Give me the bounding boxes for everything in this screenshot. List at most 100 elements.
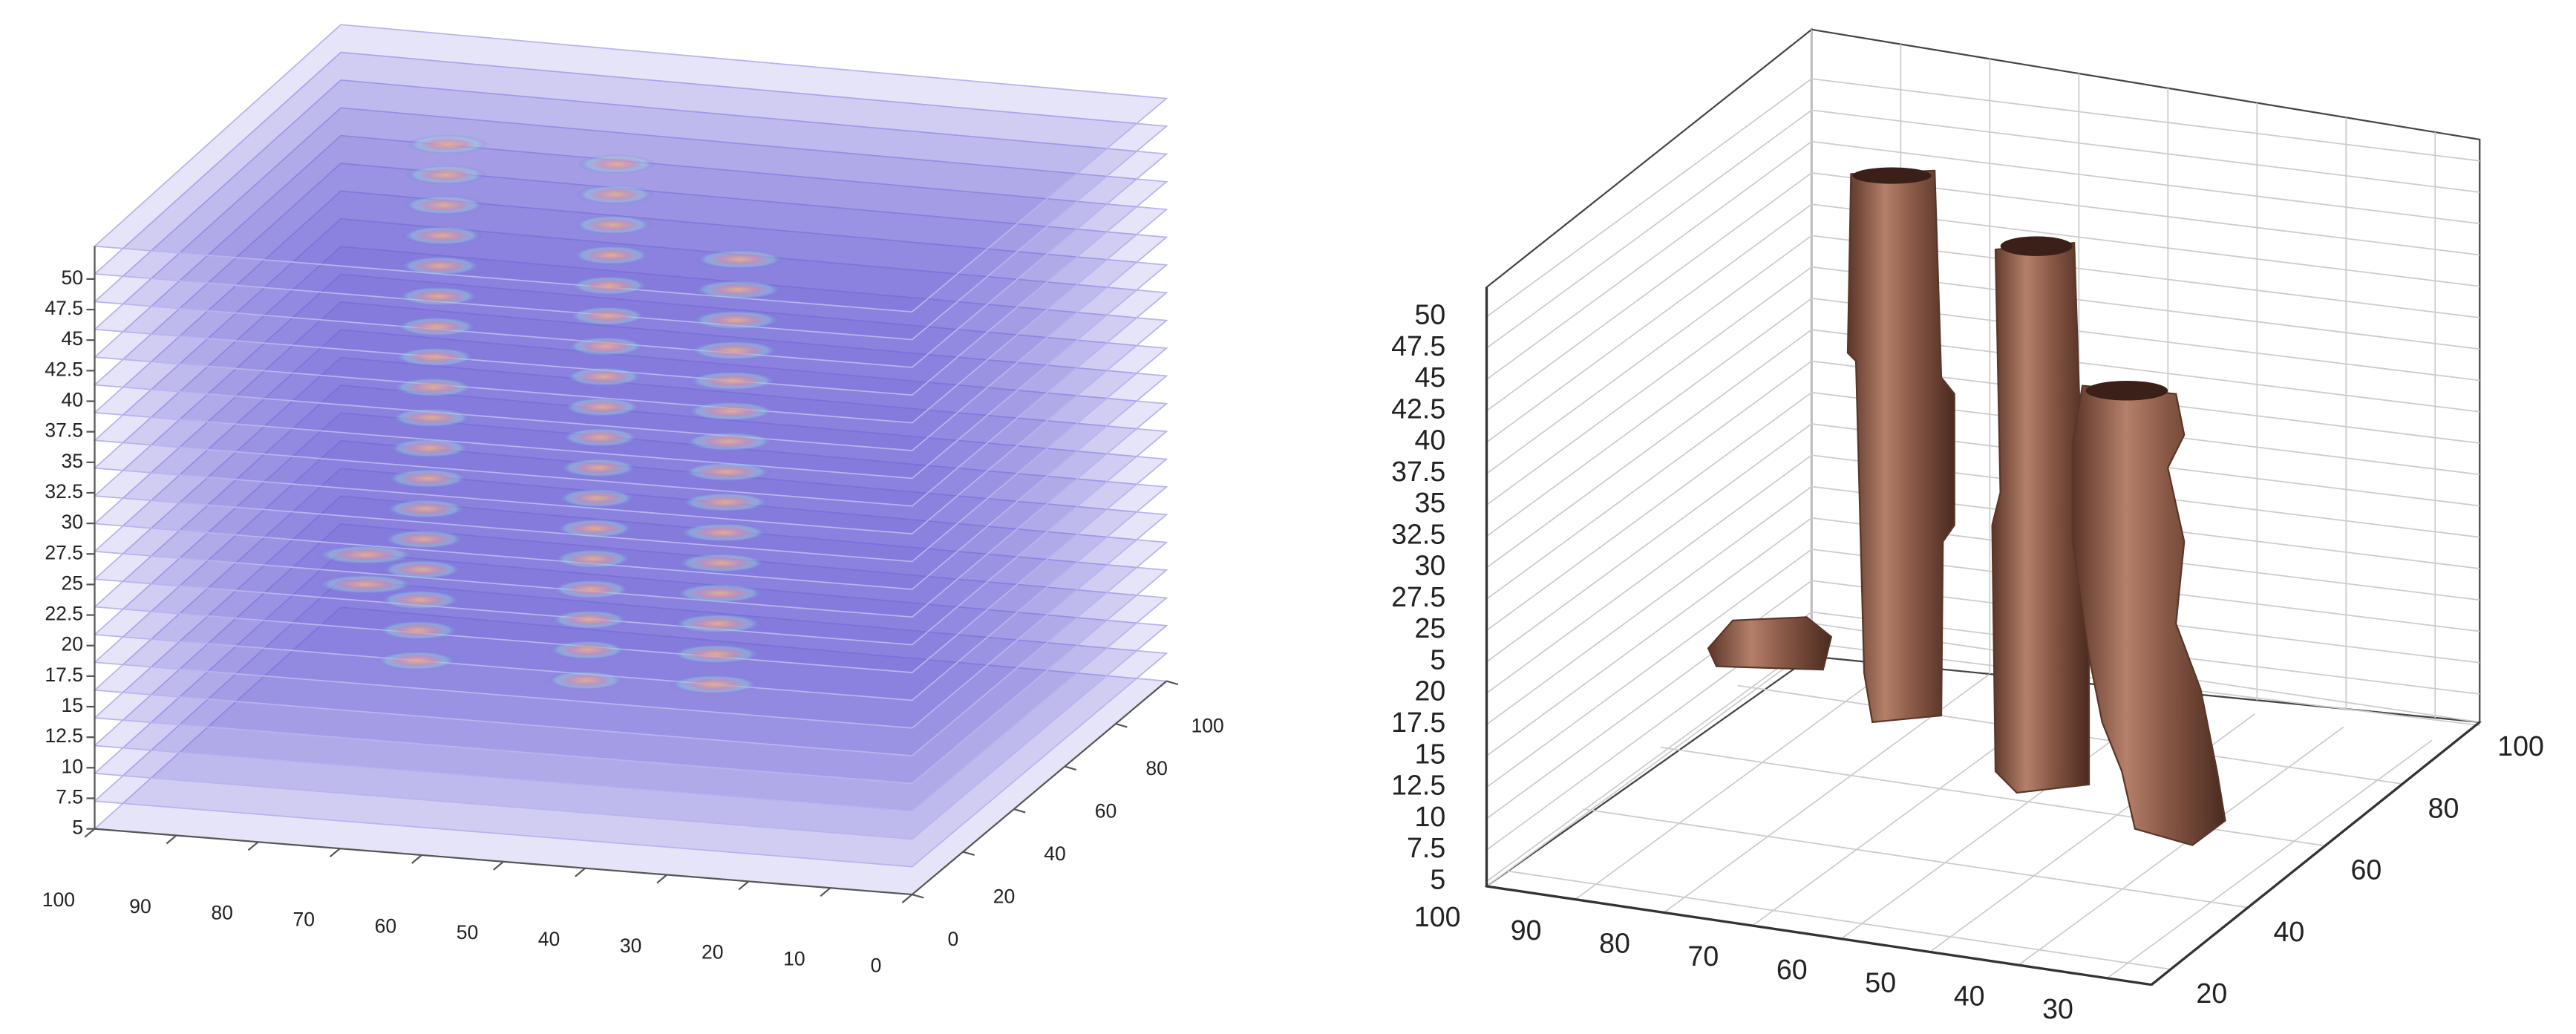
x-tick-label: 80 [1599, 928, 1630, 959]
intensity-spot [669, 674, 759, 695]
intensity-spot [562, 397, 642, 417]
grid-line [1811, 140, 2480, 225]
z-tick-label: 37.5 [45, 419, 83, 442]
z-tick-label: 25 [1414, 612, 1445, 644]
x-tick-label: 30 [620, 935, 642, 957]
intensity-spot [401, 226, 483, 246]
intensity-spot [391, 377, 474, 398]
grid-line [1486, 109, 1812, 349]
grid-line [1486, 235, 1812, 474]
intensity-spot [406, 134, 489, 154]
intensity-spot [549, 609, 629, 629]
intensity-spot [674, 583, 765, 603]
z-tick-label: 15 [62, 694, 84, 716]
x-tick [329, 848, 341, 858]
x-tick-label: 100 [1414, 901, 1461, 932]
intensity-spot [316, 545, 415, 565]
z-tick-label: 47.5 [1391, 330, 1445, 361]
x-tick-label: 50 [457, 921, 479, 943]
z-tick-label: 45 [1414, 361, 1445, 393]
x-tick-label: 100 [42, 889, 75, 911]
intensity-spot [683, 431, 774, 452]
x-tick-label: 70 [292, 908, 315, 930]
y-tick-label: 100 [2497, 730, 2544, 762]
grid-line [1486, 517, 1812, 757]
isosurface-blob [1991, 242, 2090, 794]
grid-line [1486, 360, 1812, 600]
z-tick-label: 10 [1414, 801, 1445, 832]
z-tick-label: 50 [62, 266, 84, 289]
y-tick [1115, 723, 1128, 728]
intensity-spot [685, 401, 777, 422]
intensity-spot [680, 492, 771, 512]
grid-line [1486, 329, 1812, 569]
z-tick-label: 45 [62, 327, 84, 350]
y-tick-label: 100 [1191, 715, 1224, 737]
y-tick [1166, 680, 1179, 686]
y-tick-label: 20 [2196, 978, 2227, 1009]
intensity-spot [390, 408, 473, 428]
intensity-spot [385, 499, 467, 519]
intensity-spot [393, 347, 477, 367]
isosurface-blob [1707, 616, 1833, 671]
intensity-spot [375, 650, 458, 671]
intensity-spot [689, 340, 779, 361]
x-tick-label: 60 [375, 914, 396, 937]
intensity-spot [546, 670, 625, 690]
x-tick-label: 70 [1688, 940, 1719, 972]
z-tick-label: 20 [1414, 675, 1445, 707]
grid-line [1486, 454, 1812, 694]
intensity-spot [377, 620, 460, 641]
x-tick [820, 887, 831, 897]
z-tick-label: 22.5 [45, 603, 83, 625]
intensity-spot [386, 468, 469, 488]
x-tick [166, 834, 177, 845]
intensity-spot [676, 553, 767, 573]
intensity-spot [379, 589, 462, 610]
grid-line [1486, 266, 1812, 505]
intensity-spot [564, 367, 644, 387]
y-tick-label: 80 [1145, 757, 1168, 779]
y-tick [912, 893, 924, 899]
z-tick-label: 5 [72, 817, 83, 839]
intensity-spot [397, 286, 480, 307]
x-tick [411, 854, 422, 864]
blob-top [1852, 167, 1932, 184]
grid-line [1486, 78, 1812, 318]
grid-line [1486, 485, 1812, 725]
z-tick-label: 30 [1414, 550, 1445, 581]
blob-top [2000, 236, 2073, 256]
grid-line [1486, 298, 1812, 537]
z-tick-label: 7.5 [56, 785, 83, 808]
blob-top [2085, 380, 2168, 401]
x-tick [84, 828, 96, 838]
intensity-spot [559, 457, 638, 478]
z-tick-label: 27.5 [45, 541, 83, 563]
intensity-spot [399, 255, 482, 276]
z-tick-label: 12.5 [1391, 770, 1445, 801]
z-tick-label: 50 [1414, 299, 1445, 330]
grid-line [1583, 808, 2249, 909]
y-tick [1013, 808, 1026, 814]
intensity-spot [557, 488, 636, 508]
intensity-spot [381, 559, 463, 580]
z-tick-label: 32.5 [1391, 518, 1445, 549]
x-tick [901, 894, 913, 903]
x-tick-label: 50 [1865, 967, 1896, 998]
x-tick [738, 880, 750, 891]
x-tick-label: 60 [1776, 954, 1808, 985]
intensity-spot [673, 613, 763, 634]
intensity-spot [553, 549, 632, 569]
intensity-spot [575, 184, 655, 205]
x-tick [493, 860, 504, 871]
intensity-spot [569, 275, 649, 295]
grid-line [1486, 643, 1812, 883]
intensity-spot [548, 640, 627, 660]
intensity-spot [573, 215, 653, 235]
intensity-spot [382, 529, 465, 549]
y-tick-label: 60 [2351, 854, 2382, 886]
z-tick-label: 35 [62, 450, 84, 472]
grid-line [1486, 391, 1812, 632]
